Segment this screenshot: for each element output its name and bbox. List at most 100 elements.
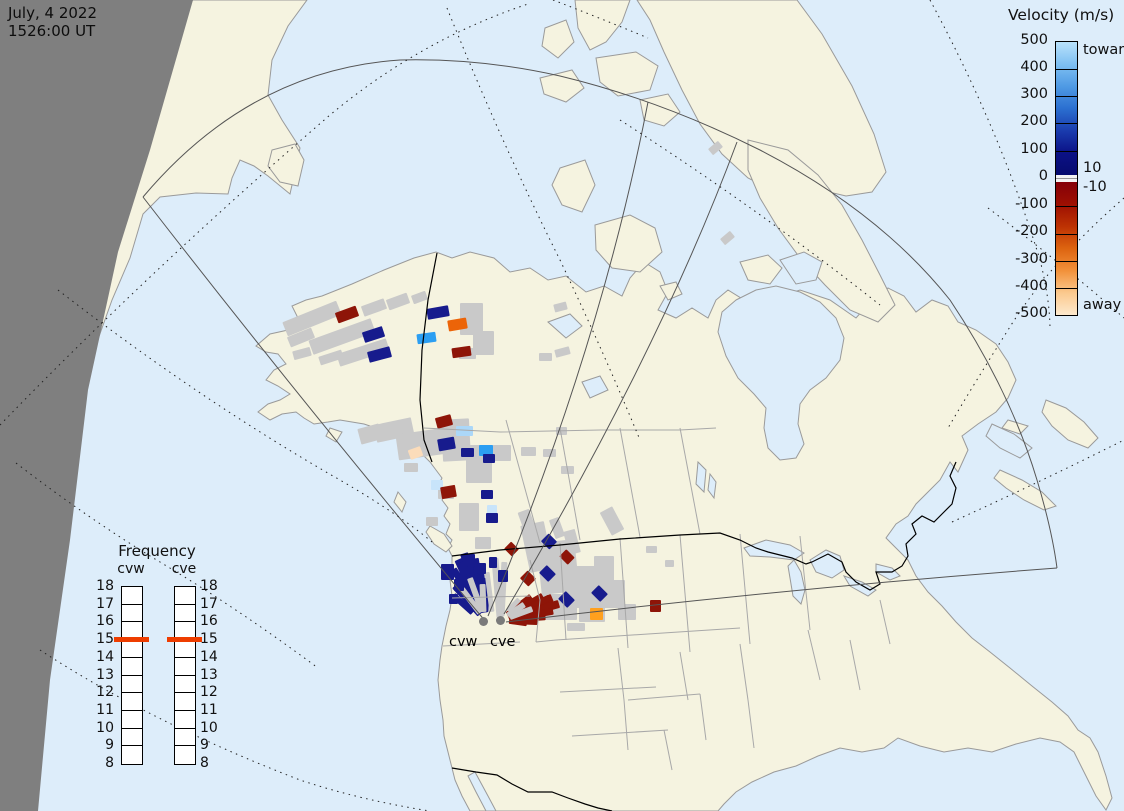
velocity-cell [410, 290, 428, 304]
frequency-tick-label: 12 [200, 684, 218, 701]
frequency-col-cve: cve [171, 561, 197, 577]
frequency-tick-label: 13 [96, 666, 114, 683]
velocity-tick-label: -200 [1015, 223, 1048, 239]
colorbar-tick [1056, 96, 1077, 97]
frequency-tick-label: 10 [96, 719, 114, 736]
velocity-cell [360, 297, 388, 317]
velocity-tick-label: 0 [1038, 168, 1048, 184]
velocity-cell [489, 556, 497, 568]
colorbar-tick [1056, 234, 1077, 235]
frequency-bar-cell [122, 587, 142, 746]
velocity-cell [645, 545, 657, 553]
velocity-legend-title: Velocity (m/s) [1008, 6, 1115, 24]
frequency-bar-cell [175, 587, 195, 729]
site-label-cvw: cvw [449, 634, 478, 650]
velocity-cell [460, 447, 474, 457]
frequency-tick-label: 12 [96, 684, 114, 701]
toward-label: toward [1083, 42, 1124, 58]
velocity-cell [483, 453, 495, 463]
velocity-cell [439, 484, 457, 500]
frequency-bar-cell [175, 587, 195, 693]
frequency-tick-label: 17 [96, 595, 114, 612]
velocity-cell [404, 462, 418, 472]
colorbar-toward-segment [1056, 42, 1077, 175]
frequency-tick-label: 9 [200, 737, 209, 754]
velocity-cell [542, 449, 556, 457]
frequency-bar-cell [175, 587, 195, 605]
velocity-cell [486, 513, 498, 523]
frequency-bar-cell [175, 587, 195, 658]
velocity-tick-label: 400 [1020, 59, 1048, 75]
velocity-cell [426, 516, 438, 526]
velocity-cell [538, 353, 552, 361]
frequency-tick-label: 13 [200, 666, 218, 683]
frequency-tick-label: 17 [200, 595, 218, 612]
velocity-cell [415, 331, 437, 345]
velocity-cell [589, 608, 603, 620]
velocity-cell [467, 553, 475, 567]
frequency-tick-label: 18 [200, 578, 218, 594]
velocity-tick-label: -500 [1015, 305, 1048, 321]
velocity-cell [664, 559, 674, 567]
frequency-tick-label: 18 [96, 578, 114, 594]
velocity-tick-label: 100 [1020, 141, 1048, 157]
frequency-tick-label: 11 [96, 701, 114, 718]
frequency-tick-label: 10 [200, 719, 218, 736]
frequency-col-cvw: cvw [117, 561, 145, 577]
velocity-cell [555, 427, 567, 435]
velocity-tick-label: -400 [1015, 278, 1048, 294]
velocity-cell [385, 292, 411, 310]
site-label-cve: cve [490, 634, 516, 650]
frequency-tick-label: 11 [200, 701, 218, 718]
velocity-colorbar [1055, 41, 1078, 316]
time-line: 1526:00 UT [8, 22, 96, 40]
velocity-cell [455, 426, 473, 436]
velocity-tick-label: 300 [1020, 86, 1048, 102]
velocity-tick-label: -100 [1015, 196, 1048, 212]
velocity-cell [719, 230, 735, 246]
frequency-marker-cvw [114, 636, 149, 642]
velocity-cell [567, 623, 585, 631]
frequency-bar-cell [175, 587, 195, 676]
velocity-cell [707, 140, 723, 156]
frequency-tick-label: 9 [105, 737, 114, 754]
frequency-bar-cve [174, 586, 196, 765]
velocity-cell [618, 604, 636, 620]
frequency-bar-cell [122, 587, 142, 711]
velocity-cell [479, 583, 487, 613]
frequency-tick-label: 8 [105, 755, 114, 771]
frequency-tick-label: 16 [96, 613, 114, 630]
frequency-bar-cell [122, 587, 142, 622]
frequency-tick-label: 14 [96, 648, 114, 665]
frequency-bar-cell [122, 587, 142, 605]
colorbar-zero-band [1056, 175, 1077, 182]
velocity-tick-label: -300 [1015, 251, 1048, 267]
frequency-tick-label: 14 [200, 648, 218, 665]
frequency-marker-cve [167, 636, 202, 642]
radar-dot-cvw [479, 617, 488, 626]
velocity-cell [552, 301, 568, 313]
velocity-cell [553, 346, 571, 358]
velocity-cell [292, 346, 312, 360]
frequency-bar-cell [122, 587, 142, 693]
date-time-stamp: July, 4 2022 1526:00 UT [8, 4, 97, 40]
frequency-tick-label: 15 [96, 631, 114, 648]
radar-dot-cve [496, 616, 505, 625]
velocity-tick-label: 200 [1020, 113, 1048, 129]
frequency-bar-cell [122, 587, 142, 676]
velocity-tick-label: 500 [1020, 32, 1048, 48]
velocity-cell [454, 579, 464, 591]
plus-ten-label: 10 [1083, 160, 1102, 176]
velocity-cell [472, 331, 494, 355]
velocity-cell [503, 541, 519, 557]
frequency-bar-cell [122, 587, 142, 729]
velocity-cell [520, 446, 536, 456]
colorbar-tick [1056, 151, 1077, 152]
minus-ten-label: -10 [1083, 179, 1107, 195]
frequency-legend-title: Frequency [118, 542, 196, 560]
velocity-cell [498, 570, 508, 582]
velocity-cell [426, 304, 450, 320]
frequency-bar-cell [175, 587, 195, 711]
